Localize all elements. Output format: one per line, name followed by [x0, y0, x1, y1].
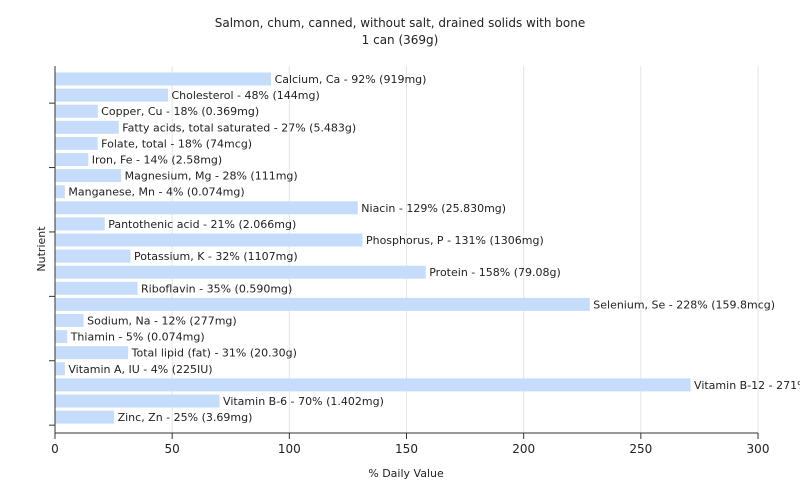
chart-title: Salmon, chum, canned, without salt, drai… — [215, 16, 586, 30]
bar-label-1: Cholesterol - 48% (144mg) — [171, 89, 319, 102]
bar-17 — [55, 346, 129, 360]
bar-label-3: Fatty acids, total saturated - 27% (5.48… — [122, 121, 356, 134]
y-axis-label: Nutrient — [35, 226, 48, 272]
bar-7 — [55, 185, 65, 199]
grid-lines — [171, 66, 759, 433]
bar-12 — [55, 265, 426, 279]
bar-label-20: Vitamin B-6 - 70% (1.402mg) — [223, 395, 384, 408]
bar-8 — [55, 201, 358, 215]
bar-2 — [55, 104, 98, 118]
bar-10 — [55, 233, 363, 247]
bar-9 — [55, 217, 105, 231]
x-tick-label-3: 150 — [395, 442, 418, 456]
chart-subtitle: 1 can (369g) — [362, 33, 439, 47]
bar-label-4: Folate, total - 18% (74mcg) — [101, 137, 252, 150]
bar-16 — [55, 330, 68, 344]
bar-label-21: Zinc, Zn - 25% (3.69mg) — [118, 411, 253, 424]
bar-label-12: Protein - 158% (79.08g) — [429, 266, 561, 279]
bar-3 — [55, 120, 119, 134]
bar-label-16: Thiamin - 5% (0.074mg) — [70, 331, 205, 344]
bar-13 — [55, 281, 138, 295]
bar-label-8: Niacin - 129% (25.830mg) — [361, 202, 506, 215]
x-ticks: 0 50 100 150 200 250 300 — [51, 433, 769, 456]
x-tick-label-5: 250 — [629, 442, 652, 456]
x-axis-label: % Daily Value — [368, 467, 444, 480]
bar-0 — [55, 72, 272, 86]
bar-label-5: Iron, Fe - 14% (2.58mg) — [92, 154, 222, 167]
x-tick-label-6: 300 — [747, 442, 770, 456]
bar-label-7: Manganese, Mn - 4% (0.074mg) — [68, 186, 244, 199]
bar-11 — [55, 249, 131, 263]
bar-14 — [55, 297, 590, 311]
bar-label-17: Total lipid (fat) - 31% (20.30g) — [131, 347, 297, 360]
bar-label-18: Vitamin A, IU - 4% (225IU) — [68, 363, 212, 376]
bar-18 — [55, 362, 65, 376]
bar-label-15: Sodium, Na - 12% (277mg) — [87, 315, 237, 328]
bars: Calcium, Ca - 92% (919mg) Cholesterol - 4… — [55, 72, 800, 424]
bar-label-9: Pantothenic acid - 21% (2.066mg) — [108, 218, 296, 231]
bar-label-11: Potassium, K - 32% (1107mg) — [134, 250, 298, 263]
bar-5 — [55, 153, 89, 166]
x-tick-label-0: 0 — [51, 442, 59, 456]
bar-15 — [55, 314, 84, 327]
bar-4 — [55, 136, 98, 150]
bar-label-2: Copper, Cu - 18% (0.369mg) — [101, 105, 259, 118]
x-tick-label-2: 100 — [278, 442, 301, 456]
bar-21 — [55, 410, 115, 424]
x-tick-label-4: 200 — [512, 442, 535, 456]
bar-19 — [55, 378, 691, 392]
bar-1 — [55, 88, 168, 102]
bar-label-6: Magnesium, Mg - 28% (111mg) — [125, 170, 298, 183]
bar-6 — [55, 169, 122, 183]
bar-label-10: Phosphorus, P - 131% (1306mg) — [366, 234, 544, 247]
x-tick-label-1: 50 — [165, 442, 180, 456]
bar-label-19: Vitamin B-12 - 271% (16.24mcg) — [694, 379, 800, 392]
bar-label-14: Selenium, Se - 228% (159.8mcg) — [593, 298, 775, 311]
bar-20 — [55, 394, 220, 408]
bar-label-0: Calcium, Ca - 92% (919mg) — [275, 73, 427, 86]
bar-label-13: Riboflavin - 35% (0.590mg) — [141, 282, 292, 295]
